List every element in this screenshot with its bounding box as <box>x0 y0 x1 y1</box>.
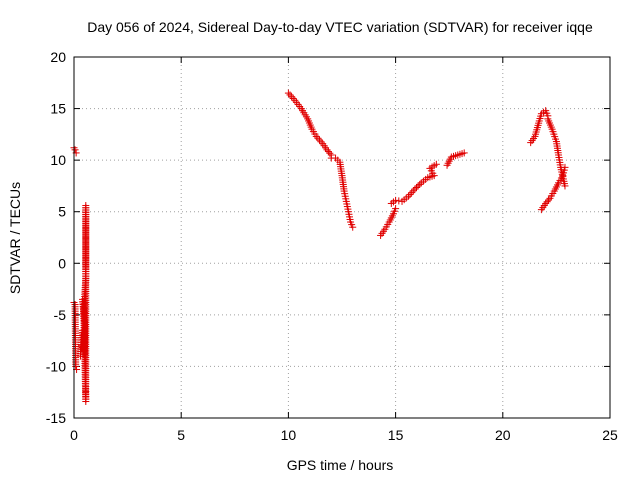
y-tick-label: 15 <box>50 101 66 117</box>
data-point <box>286 91 294 99</box>
chart-title: Day 056 of 2024, Sidereal Day-to-day VTE… <box>87 19 593 35</box>
y-tick-label: 10 <box>50 152 66 168</box>
x-tick-label: 10 <box>281 427 297 443</box>
data-point <box>314 134 322 142</box>
axis-ticks: -15 -10 -5 0 5 10 15 20 0 5 10 15 20 25 <box>46 49 618 443</box>
data-point <box>561 182 569 190</box>
data-point <box>312 132 320 140</box>
data-point <box>395 197 403 205</box>
data-point <box>78 342 86 350</box>
data-point <box>284 89 292 97</box>
data-point <box>72 362 80 370</box>
y-tick-label: -15 <box>46 410 66 426</box>
data-point <box>543 198 551 206</box>
data-point <box>411 185 419 193</box>
y-tick-label: 5 <box>58 204 66 220</box>
data-point <box>409 187 417 195</box>
data-point <box>392 205 400 213</box>
x-tick-label: 25 <box>602 427 618 443</box>
data-point <box>323 146 331 154</box>
data-point <box>408 189 416 197</box>
data-point <box>289 95 297 103</box>
data-point <box>413 183 421 191</box>
data-point <box>324 148 332 156</box>
x-tick-label: 0 <box>70 427 78 443</box>
data-point <box>288 93 296 101</box>
data-point <box>561 163 569 171</box>
y-tick-label: -5 <box>54 307 67 323</box>
x-tick-label: 15 <box>388 427 404 443</box>
data-point <box>404 192 412 200</box>
data-point <box>545 196 553 204</box>
data-point <box>317 138 325 146</box>
y-axis-label: SDTVAR / TECUs <box>7 182 23 294</box>
data-point <box>432 160 440 168</box>
data-point <box>392 196 400 204</box>
y-tick-label: -10 <box>46 358 66 374</box>
x-axis-label: GPS time / hours <box>287 457 394 473</box>
x-tick-label: 5 <box>177 427 185 443</box>
plot-frame <box>73 56 611 419</box>
data-point <box>414 182 422 190</box>
y-tick-label: 0 <box>58 255 66 271</box>
data-point <box>460 149 468 157</box>
data-point <box>406 190 414 198</box>
data-point <box>416 180 424 188</box>
y-tick-label: 20 <box>50 49 66 65</box>
grid-lines <box>74 57 610 418</box>
data-point <box>349 223 357 231</box>
data-point <box>542 199 550 207</box>
data-points <box>70 89 569 405</box>
x-tick-label: 20 <box>495 427 511 443</box>
data-point <box>326 149 334 157</box>
data-point <box>71 146 79 154</box>
data-point <box>315 136 323 144</box>
